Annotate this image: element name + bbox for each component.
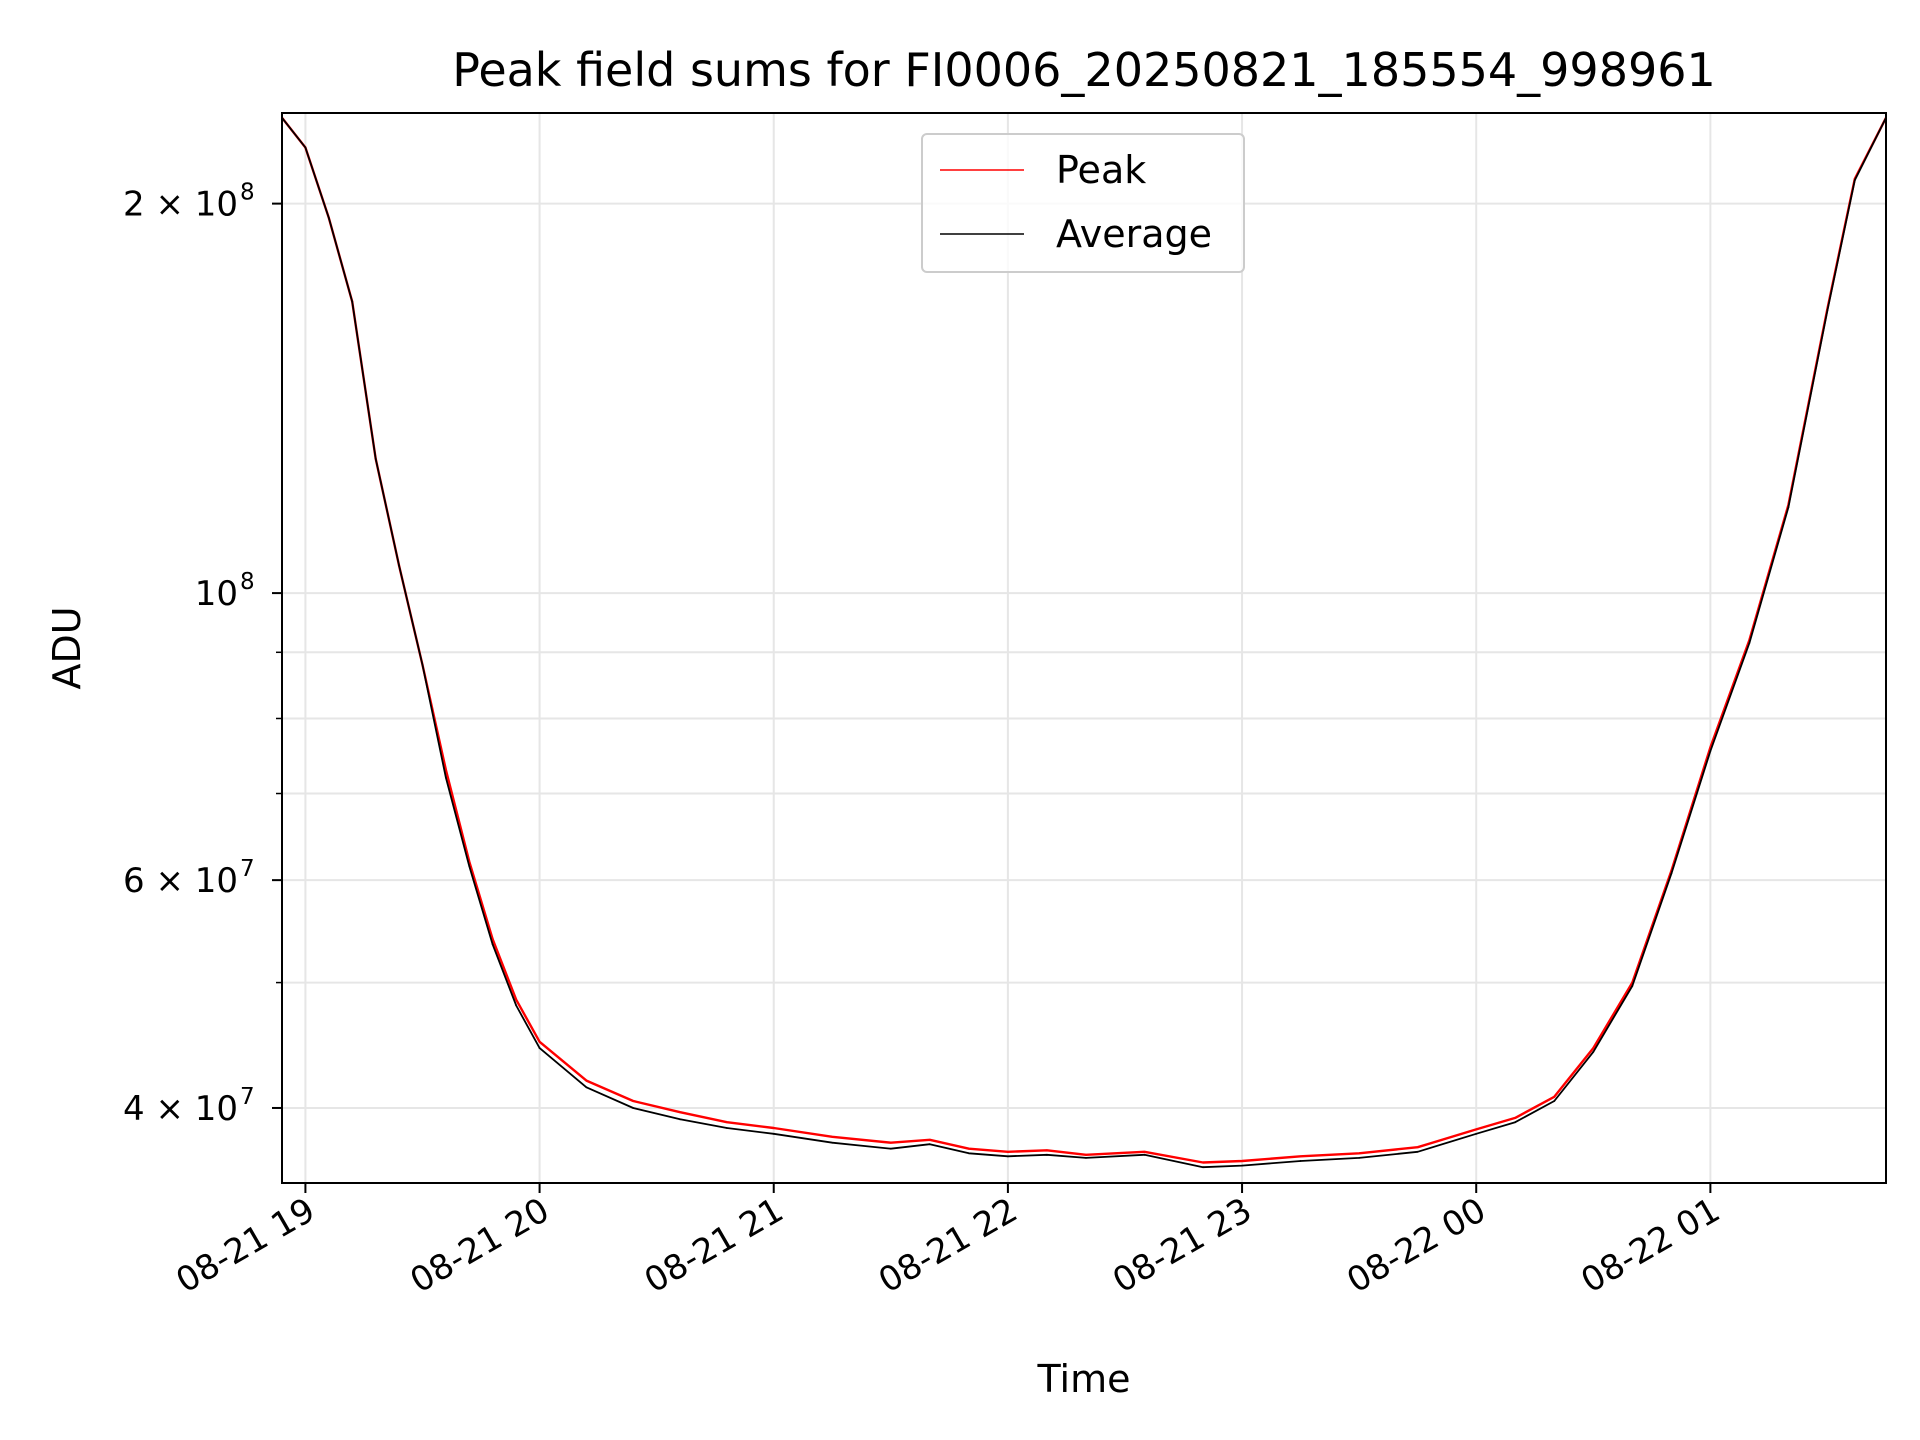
y-tick-exponent: 7: [240, 1084, 255, 1110]
data-point: [1514, 1116, 1517, 1119]
data-point: [1853, 179, 1856, 182]
data-point: [1631, 985, 1634, 987]
legend-box: [921, 133, 1245, 273]
data-point: [1006, 1150, 1009, 1153]
data-point: [632, 1100, 635, 1102]
data-point: [1475, 1132, 1478, 1135]
data-point: [1046, 1153, 1048, 1156]
chart-title: Peak field sums for FI0006_20250821_1855…: [452, 43, 1716, 97]
series-line-peak: [281, 117, 1888, 1164]
data-point: [1202, 1161, 1204, 1164]
y-axis-label: ADU: [45, 606, 89, 689]
data-point: [327, 216, 330, 219]
data-point: [1670, 872, 1673, 875]
series-layer: [281, 116, 1888, 1169]
data-point: [1358, 1156, 1361, 1159]
data-point: [889, 1147, 892, 1150]
x-tick-label: 08-22 00: [1340, 1190, 1492, 1301]
data-point: [1143, 1153, 1146, 1156]
data-point: [928, 1143, 931, 1146]
data-point: [304, 146, 307, 149]
data-point: [491, 938, 494, 941]
data-point: [1592, 1050, 1595, 1053]
data-point: [679, 1111, 681, 1114]
data-point: [585, 1086, 588, 1089]
data-point: [538, 1047, 541, 1049]
data-point: [1241, 1160, 1243, 1162]
data-point: [772, 1132, 775, 1135]
plot-frame: [281, 112, 1887, 1184]
legend-label-average: Average: [1056, 212, 1212, 256]
data-point: [538, 1040, 541, 1043]
data-point: [726, 1127, 728, 1129]
data-point: [726, 1121, 728, 1124]
y-tick-exponent: 7: [240, 856, 255, 882]
data-point: [1143, 1150, 1146, 1153]
data-point: [445, 776, 447, 779]
x-tick-label: 08-21 23: [1106, 1190, 1258, 1301]
data-point: [1592, 1047, 1595, 1049]
data-point: [889, 1141, 892, 1144]
data-point: [1475, 1128, 1478, 1131]
series-line-average: [281, 117, 1887, 1169]
grid-layer: [282, 113, 1886, 1183]
data-point: [1787, 506, 1790, 509]
x-axis-label: Time: [1037, 1357, 1131, 1401]
x-tick-label: 08-21 21: [638, 1190, 790, 1301]
tick-layer: 08-21 19 08-21 20 08-21 21 08-21 22 08-21 23…: [123, 180, 1727, 1302]
data-point: [445, 769, 447, 771]
data-point: [1241, 1164, 1243, 1167]
y-tick-label: 10: [195, 574, 238, 614]
data-point: [515, 1004, 518, 1007]
x-tick-label: 08-21 22: [872, 1190, 1024, 1301]
data-point: [928, 1138, 931, 1141]
data-point: [1085, 1153, 1087, 1156]
y-tick-exponent: 8: [240, 569, 255, 595]
data-point: [831, 1135, 834, 1138]
data-point: [1553, 1100, 1556, 1102]
data-point: [1006, 1155, 1009, 1158]
data-point: [967, 1152, 970, 1155]
data-point: [772, 1127, 775, 1129]
y-tick-label: 6 × 10: [123, 861, 238, 901]
data-point: [632, 1107, 635, 1109]
data-point: [421, 664, 424, 666]
data-point: [1085, 1156, 1087, 1159]
data-point: [1299, 1160, 1302, 1162]
data-point: [585, 1079, 588, 1082]
x-tick-label: 08-22 01: [1574, 1190, 1726, 1301]
data-point: [1299, 1155, 1302, 1158]
data-point: [351, 300, 354, 303]
data-point: [398, 564, 400, 567]
y-tick-label: 2 × 10: [123, 185, 238, 225]
data-point: [1514, 1121, 1517, 1124]
data-point: [468, 865, 471, 868]
data-point: [831, 1141, 834, 1144]
data-point: [515, 998, 518, 1001]
data-point: [679, 1118, 681, 1121]
legend-label-peak: Peak: [1056, 148, 1146, 192]
data-point: [374, 457, 377, 460]
data-point: [1553, 1095, 1556, 1098]
x-tick-label: 08-21 20: [404, 1190, 556, 1301]
data-point: [1709, 750, 1712, 752]
data-point: [491, 943, 494, 946]
data-point: [967, 1147, 970, 1150]
data-point: [1748, 642, 1751, 644]
data-point: [1202, 1166, 1204, 1169]
data-point: [1416, 1146, 1419, 1149]
y-tick-label: 4 × 10: [123, 1089, 238, 1129]
x-tick-label: 08-21 19: [170, 1190, 322, 1301]
data-point: [1358, 1152, 1361, 1155]
y-tick-exponent: 8: [240, 180, 255, 206]
data-point: [1416, 1150, 1419, 1153]
data-point: [1826, 309, 1829, 311]
data-point: [1046, 1149, 1048, 1152]
legend: Peak Average: [921, 133, 1245, 273]
